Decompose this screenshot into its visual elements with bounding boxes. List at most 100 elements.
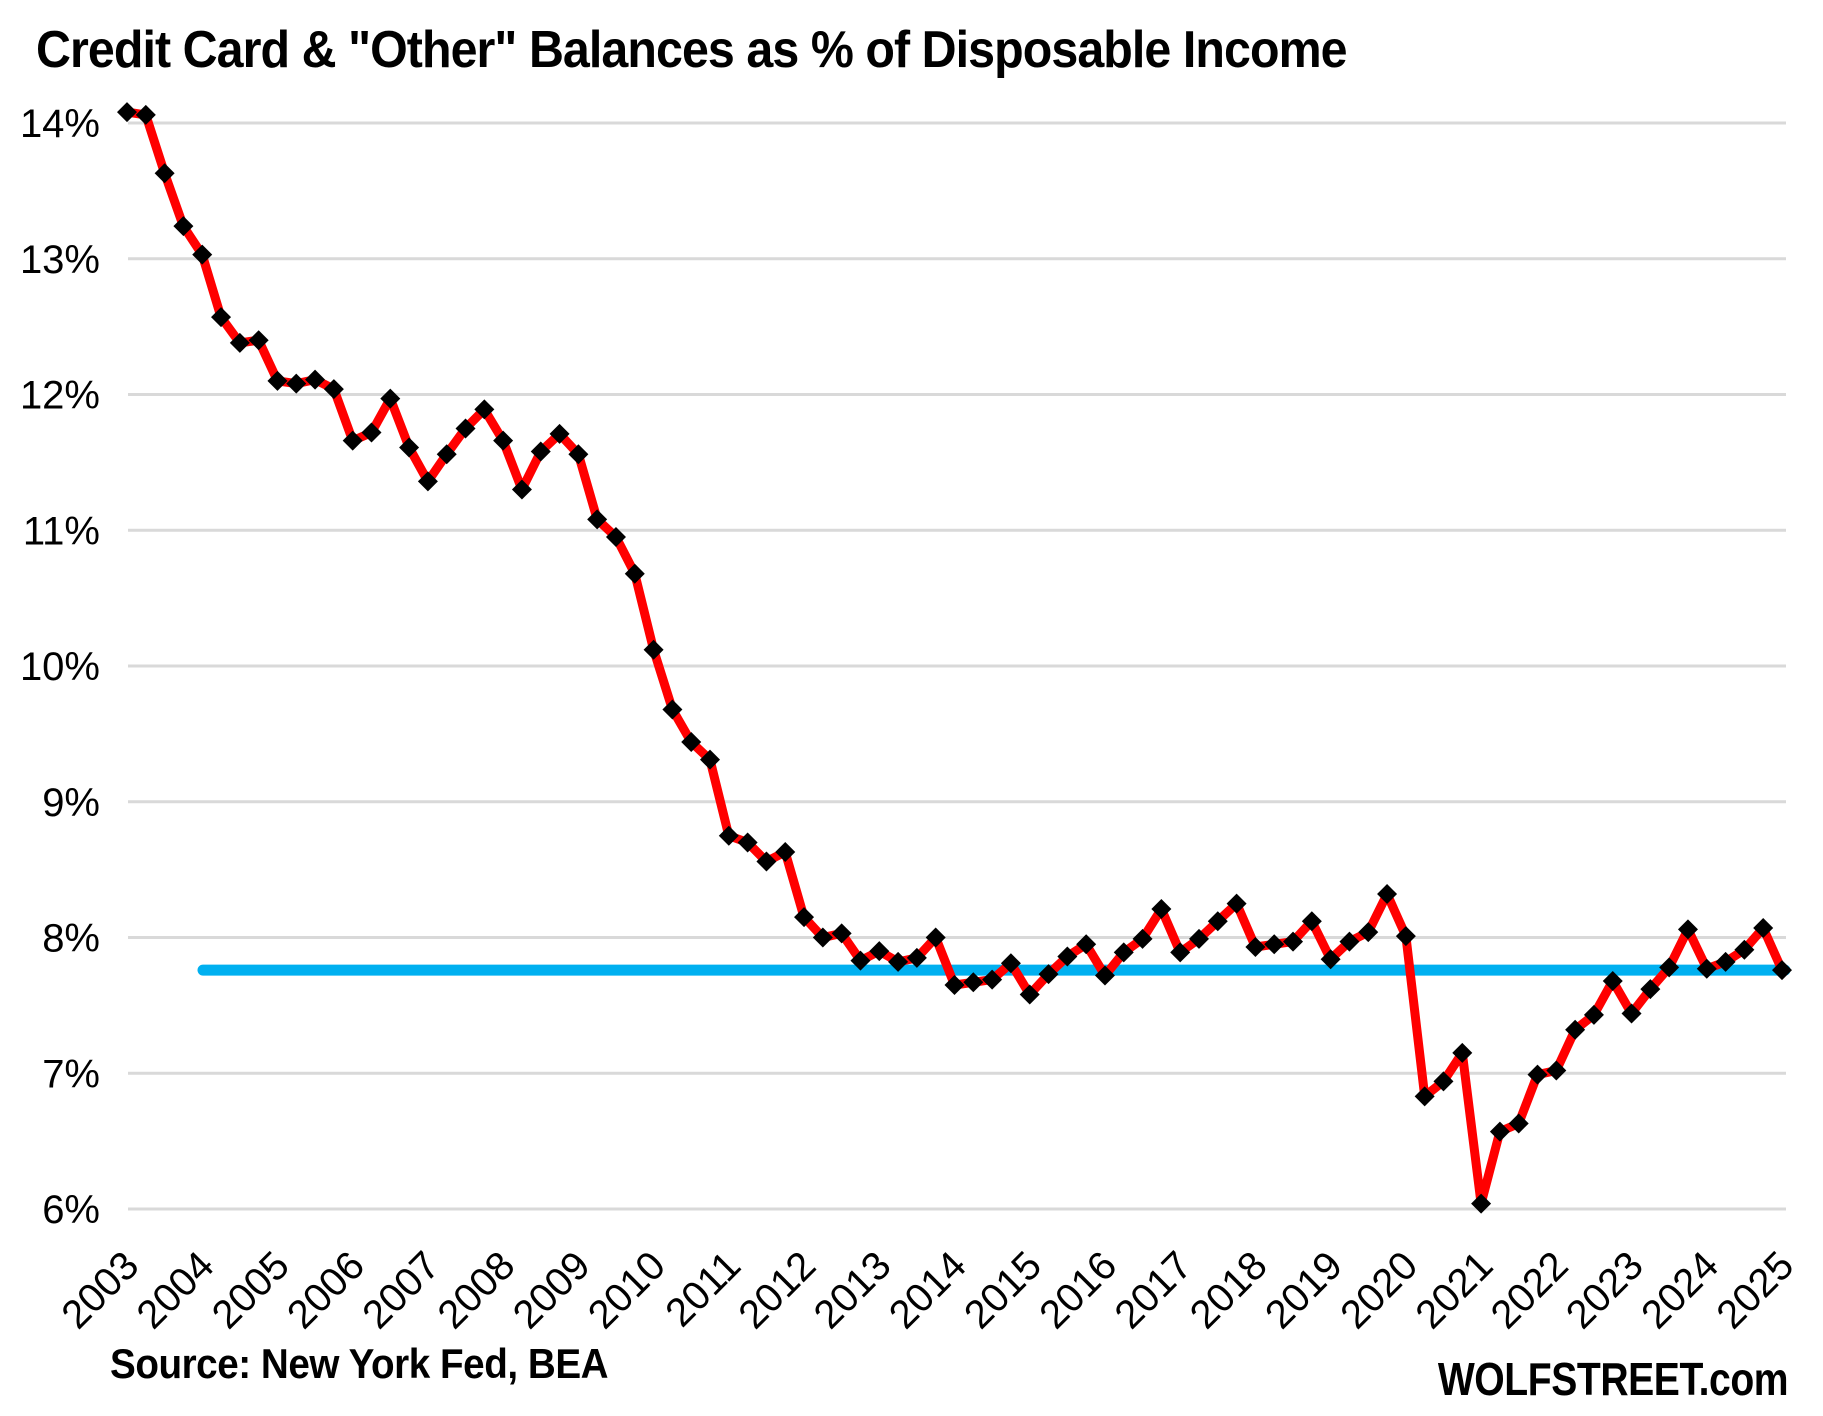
data-point-marker: [1339, 931, 1360, 952]
data-point-marker: [982, 969, 1003, 990]
x-axis-tick-label: 2007: [354, 1243, 448, 1337]
data-point-marker: [756, 851, 777, 872]
data-point-marker: [1038, 964, 1059, 985]
x-axis-tick-label: 2021: [1407, 1243, 1501, 1337]
data-point-marker: [1546, 1060, 1567, 1081]
data-point-marker: [1433, 1071, 1454, 1092]
y-axis-labels: 14% 13% 12% 11% 10% 9% 8% 7% 6%: [20, 102, 100, 1232]
data-point-marker: [1076, 934, 1097, 955]
data-point-marker: [775, 841, 796, 862]
x-axis-tick-label: 2003: [53, 1243, 147, 1337]
data-point-marker: [587, 509, 608, 530]
data-point-marker: [1226, 893, 1247, 914]
y-axis-tick-label: 13%: [20, 238, 100, 282]
data-point-marker: [173, 216, 194, 237]
series-line-stroke: [122, 107, 1787, 1209]
data-point-marker: [1753, 917, 1774, 938]
data-point-marker: [925, 927, 946, 948]
data-point-marker: [794, 907, 815, 928]
data-point-marker: [211, 307, 232, 328]
data-point-marker: [700, 749, 721, 770]
x-axis-tick-label: 2022: [1483, 1243, 1577, 1337]
y-axis-tick-label: 14%: [20, 102, 100, 146]
x-axis-tick-label: 2019: [1257, 1243, 1351, 1337]
x-axis-tick-label: 2011: [657, 1243, 749, 1335]
x-axis-tick-label: 2012: [730, 1243, 824, 1337]
brand-watermark: WOLFSTREET.com: [1437, 1353, 1789, 1405]
data-point-marker: [1188, 928, 1209, 949]
data-point-marker: [192, 244, 213, 265]
x-axis-tick-label: 2024: [1633, 1243, 1727, 1337]
x-axis-tick-label: 2004: [129, 1243, 223, 1337]
x-axis-tick-label: 2020: [1332, 1243, 1426, 1337]
data-point-marker: [361, 422, 382, 443]
data-point-marker: [1452, 1042, 1473, 1063]
data-point-marker: [624, 563, 645, 584]
data-point-marker: [342, 430, 363, 451]
data-point-marker: [812, 927, 833, 948]
data-point-marker: [380, 388, 401, 409]
data-point-marker: [1113, 942, 1134, 963]
data-point-marker: [1094, 965, 1115, 986]
data-point-marker: [568, 444, 589, 465]
data-point-marker: [1659, 957, 1680, 978]
data-point-marker: [662, 699, 683, 720]
data-point-marker: [417, 471, 438, 492]
y-axis-tick-label: 9%: [42, 781, 100, 825]
y-axis-tick-label: 7%: [42, 1052, 100, 1096]
data-point-marker: [643, 639, 664, 660]
series-markers: [117, 102, 1792, 1214]
data-point-marker: [1414, 1086, 1435, 1107]
series-line: [122, 107, 1787, 1209]
data-point-marker: [1245, 937, 1266, 958]
data-point-marker: [455, 418, 476, 439]
data-point-marker: [323, 379, 344, 400]
data-point-marker: [117, 102, 137, 123]
data-point-marker: [1527, 1064, 1548, 1085]
data-point-marker: [1264, 934, 1285, 955]
data-point-marker: [1734, 939, 1755, 960]
data-point-marker: [1508, 1113, 1529, 1134]
data-point-marker: [1057, 946, 1078, 967]
data-point-marker: [530, 441, 551, 462]
data-point-marker: [286, 373, 307, 394]
data-point-marker: [248, 330, 269, 351]
x-axis-tick-label: 2017: [1107, 1243, 1201, 1337]
data-point-marker: [1471, 1193, 1492, 1214]
data-point-marker: [963, 972, 984, 993]
data-point-marker: [1489, 1121, 1510, 1142]
x-axis-tick-label: 2006: [279, 1243, 373, 1337]
data-point-marker: [135, 104, 156, 125]
data-point-marker: [1602, 970, 1623, 991]
data-point-marker: [831, 923, 852, 944]
data-point-marker: [474, 399, 495, 420]
data-point-marker: [305, 369, 326, 390]
x-axis-tick-label: 2025: [1708, 1243, 1802, 1337]
data-point-marker: [267, 370, 288, 391]
data-point-marker: [737, 832, 758, 853]
y-axis-tick-label: 11%: [23, 509, 100, 553]
data-point-marker: [1395, 926, 1416, 947]
x-axis-tick-label: 2010: [580, 1243, 674, 1337]
chart-title: Credit Card & "Other" Balances as % of D…: [36, 21, 1348, 79]
data-point-marker: [1283, 931, 1304, 952]
data-point-marker: [1358, 922, 1379, 943]
data-point-marker: [1019, 984, 1040, 1005]
data-point-marker: [229, 332, 250, 353]
data-point-marker: [1301, 911, 1322, 932]
x-axis-tick-label: 2009: [505, 1243, 599, 1337]
data-point-marker: [1696, 958, 1717, 979]
data-point-marker: [605, 527, 626, 548]
data-point-marker: [1772, 960, 1792, 981]
x-axis-tick-label: 2005: [204, 1243, 298, 1337]
data-point-marker: [888, 951, 909, 972]
data-point-marker: [906, 947, 927, 968]
data-point-marker: [1677, 919, 1698, 940]
y-axis-tick-label: 6%: [42, 1188, 100, 1232]
data-point-marker: [850, 950, 871, 971]
x-axis-labels: 2003200420052006200720082009201020112012…: [53, 1243, 1802, 1337]
data-point-marker: [1000, 953, 1021, 974]
y-axis-tick-label: 12%: [20, 374, 100, 418]
data-point-marker: [1132, 928, 1153, 949]
